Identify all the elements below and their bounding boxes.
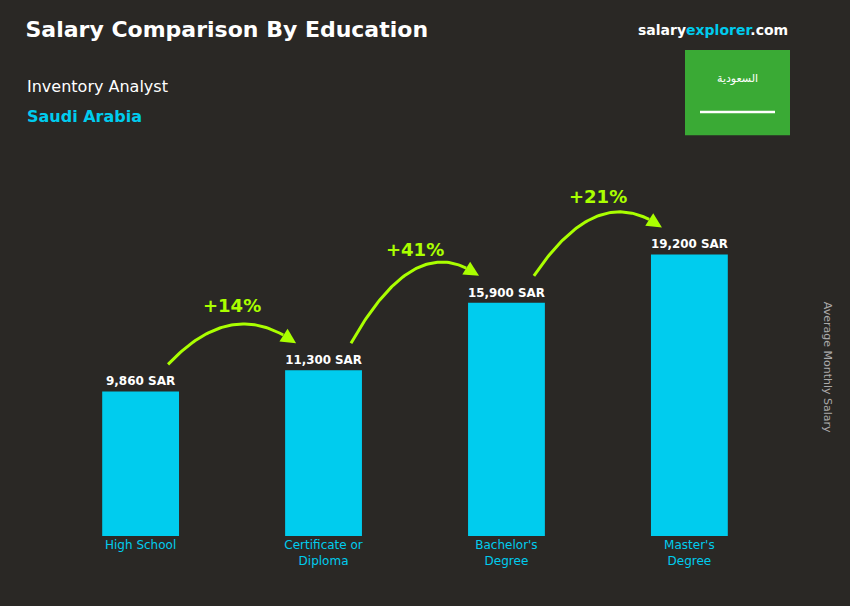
svg-text:Bachelor'sDegree: Bachelor'sDegree xyxy=(475,538,537,568)
svg-text:Salary Comparison By Education: Salary Comparison By Education xyxy=(26,17,429,42)
svg-text:Saudi Arabia: Saudi Arabia xyxy=(27,107,142,126)
svg-text:11,300 SAR: 11,300 SAR xyxy=(285,353,362,367)
svg-text:Average Monthly Salary: Average Monthly Salary xyxy=(821,302,834,433)
svg-text:19,200 SAR: 19,200 SAR xyxy=(651,237,728,251)
svg-text:Inventory Analyst: Inventory Analyst xyxy=(27,77,168,96)
svg-text:9,860 SAR: 9,860 SAR xyxy=(106,374,175,388)
svg-text:السعودية: السعودية xyxy=(717,72,758,85)
svg-text:+21%: +21% xyxy=(569,186,627,207)
svg-text:15,900 SAR: 15,900 SAR xyxy=(468,286,545,300)
svg-text:+41%: +41% xyxy=(386,239,444,260)
svg-text:Certificate orDiploma: Certificate orDiploma xyxy=(284,538,362,568)
svg-text:salaryexplorer.com: salaryexplorer.com xyxy=(638,22,788,38)
svg-text:+14%: +14% xyxy=(203,295,261,316)
svg-text:High School: High School xyxy=(105,538,176,552)
svg-text:Master'sDegree: Master'sDegree xyxy=(664,538,715,568)
